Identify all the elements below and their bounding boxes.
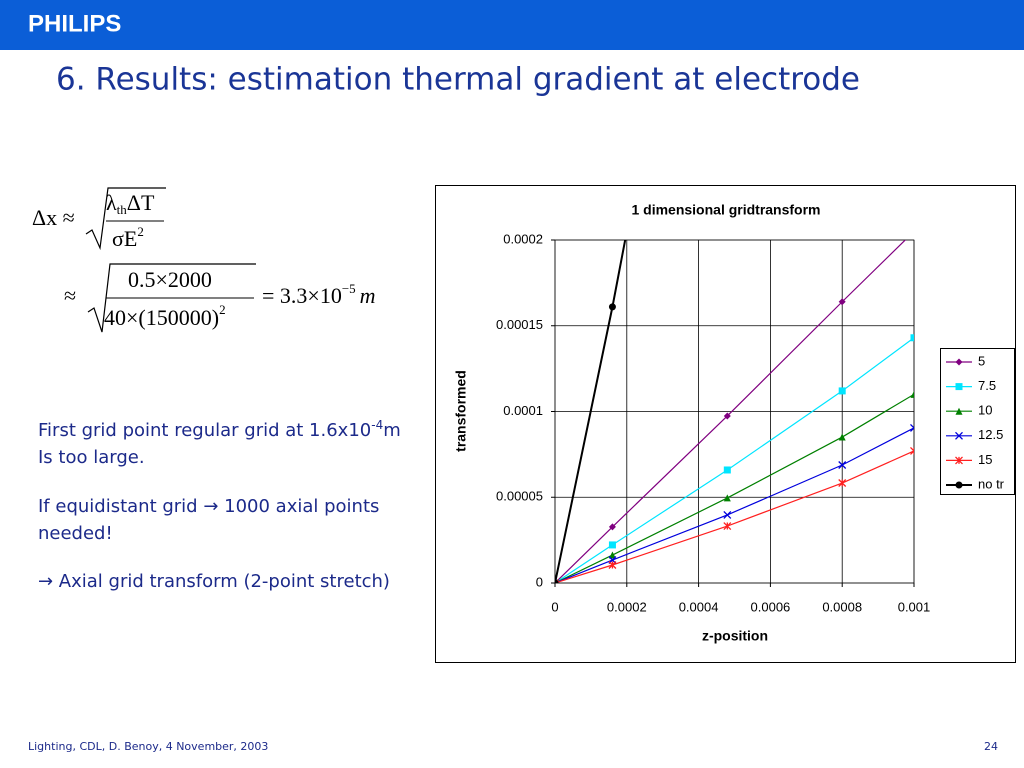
den: σE — [112, 226, 137, 251]
sym: λ — [106, 190, 117, 215]
marker — [955, 481, 963, 489]
formula-result: = 3.3×10−5 m — [262, 281, 376, 308]
y-tick-label: 0 — [536, 574, 543, 589]
marker — [838, 461, 847, 469]
marker — [910, 446, 914, 455]
y-tick-label: 0.00015 — [496, 317, 543, 332]
note-text: First grid point regular grid at 1.6x10 — [38, 420, 372, 441]
formula-den2: 40×(150000)2 — [104, 302, 226, 330]
marker — [723, 522, 732, 531]
marker — [955, 358, 963, 366]
marker — [723, 412, 731, 420]
y-tick-label: 0.00005 — [496, 489, 543, 504]
y-tick-label: 0.0002 — [503, 231, 543, 246]
x-tick-label: 0.001 — [898, 599, 931, 614]
legend-label: 10 — [978, 403, 992, 418]
unit: m — [360, 283, 376, 308]
legend — [940, 348, 1015, 495]
plot-series — [555, 240, 914, 583]
marker — [608, 523, 616, 531]
res: = 3.3×10 — [262, 283, 342, 308]
marker — [608, 541, 616, 549]
header-bar — [0, 0, 1024, 50]
legend-label: 15 — [978, 452, 992, 467]
marker — [608, 551, 616, 559]
x-axis-title: z-position — [702, 628, 768, 644]
marker — [910, 334, 914, 342]
footer-left: Lighting, CDL, D. Benoy, 4 November, 200… — [28, 740, 268, 753]
marker — [608, 303, 616, 311]
sub: th — [117, 202, 128, 217]
y-axis-title: transformed — [453, 370, 469, 452]
x-tick-label: 0.0008 — [822, 599, 862, 614]
marker — [838, 298, 846, 306]
legend-label: 5 — [978, 353, 985, 368]
sqrt — [87, 263, 256, 333]
formula-num2: 0.5×2000 — [128, 267, 212, 292]
note-unit: m — [383, 420, 401, 441]
marker — [723, 494, 731, 502]
marker — [723, 510, 732, 519]
rest: ΔT — [127, 190, 155, 215]
marker — [555, 579, 559, 583]
marker — [910, 390, 914, 398]
legend-label: 12.5 — [978, 427, 1003, 442]
marker — [955, 456, 963, 465]
legend-label: 7.5 — [978, 378, 996, 393]
sqrt — [85, 187, 166, 251]
marker — [838, 387, 846, 395]
x-tick-label: 0.0006 — [751, 599, 791, 614]
formula-den: σE2 — [112, 224, 144, 251]
x-tick-label: 0.0004 — [679, 599, 719, 614]
marker — [955, 407, 963, 415]
note-2: If equidistant grid → 1000 axial points n… — [38, 493, 379, 547]
note-sup: -4 — [371, 418, 384, 432]
marker — [838, 479, 847, 487]
sup: 2 — [219, 302, 226, 317]
slide-title: 6. Results: estimation thermal gradient … — [56, 62, 860, 98]
x-tick-label: 0.0002 — [607, 599, 647, 614]
den: 40×(150000) — [104, 305, 219, 330]
marker — [955, 383, 963, 391]
marker — [838, 433, 846, 441]
brand: PHILIPS — [28, 10, 121, 37]
page-number: 24 — [984, 740, 998, 753]
marker — [955, 431, 963, 440]
marker — [608, 561, 617, 569]
y-tick-label: 0.0001 — [503, 403, 543, 418]
x-tick-label: 0 — [551, 599, 558, 614]
chart-title: 1 dimensional gridtransform — [631, 202, 820, 218]
marker — [723, 466, 731, 474]
formula: Δx ≈ λthΔT σE2 ≈ 0.5×2000 40×(150000)2 =… — [32, 187, 376, 333]
legend-label: no tr — [978, 476, 1005, 491]
note-line: needed! — [38, 523, 113, 544]
note-line: If equidistant grid → 1000 axial points — [38, 496, 380, 517]
marker — [910, 424, 914, 432]
note-3: → Axial grid transform (2-point stretch) — [38, 571, 390, 592]
formula-lhs: Δx ≈ — [32, 205, 75, 230]
note-text: Is too large. — [38, 447, 145, 468]
formula-lhs2: ≈ — [64, 283, 76, 308]
formula-num: λthΔT — [106, 190, 155, 217]
note-1: First grid point regular grid at 1.6x10-… — [38, 412, 401, 471]
sup: −5 — [342, 281, 356, 296]
sup: 2 — [137, 224, 144, 239]
